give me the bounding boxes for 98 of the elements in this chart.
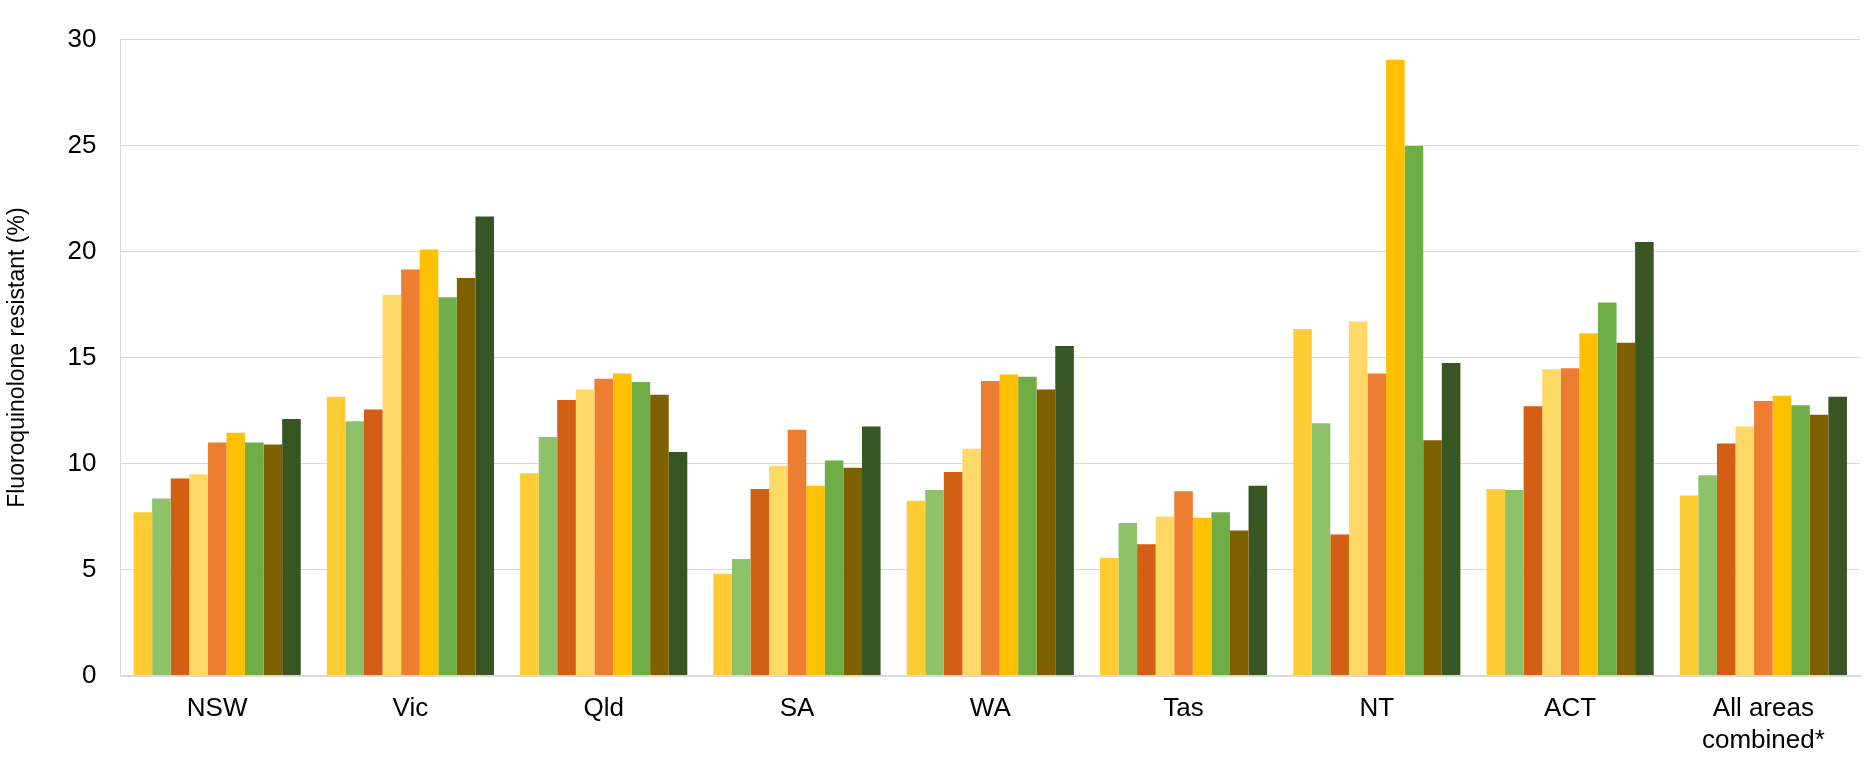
bar (326, 396, 346, 676)
bar (613, 373, 632, 676)
bar (382, 295, 402, 676)
bar (1099, 557, 1119, 676)
x-tick-label: WA (969, 692, 1012, 723)
bar (1754, 401, 1773, 676)
bar (345, 421, 364, 676)
bar (1441, 362, 1461, 676)
bar (363, 409, 383, 676)
bar (1505, 490, 1524, 676)
bar (152, 498, 171, 676)
bar (1330, 534, 1349, 676)
bar (263, 444, 283, 676)
bar (713, 573, 732, 676)
bar (1192, 517, 1212, 676)
bar (594, 378, 613, 676)
bar (1118, 522, 1138, 676)
x-tick-label: All areas combined* (1701, 692, 1825, 754)
bar (1486, 489, 1506, 676)
bar (1386, 59, 1405, 676)
bar (575, 389, 595, 676)
bar (1055, 345, 1074, 676)
bar (1679, 495, 1699, 676)
bar (1229, 530, 1249, 676)
bar (1348, 321, 1368, 676)
bar (1311, 423, 1331, 676)
bar (806, 485, 825, 676)
bar (750, 489, 770, 676)
y-tick-label: 30 (67, 22, 97, 53)
x-tick-label: Vic (392, 692, 429, 723)
bar (189, 474, 208, 676)
y-axis-title: Fluoroquinolone resistant (%) (3, 207, 30, 508)
bar (1616, 342, 1636, 676)
bar (1174, 491, 1193, 676)
bar (1635, 242, 1654, 676)
bar (731, 559, 751, 676)
bar (226, 432, 246, 676)
bar (1597, 302, 1617, 676)
bar (1579, 333, 1598, 676)
bar (245, 442, 264, 676)
bar (787, 429, 807, 676)
bar (1155, 516, 1175, 676)
bar (925, 490, 944, 676)
y-tick-label: 5 (82, 552, 97, 583)
x-tick-label: Qld (583, 692, 624, 723)
x-tick-label: Tas (1163, 692, 1204, 723)
bar (1423, 440, 1442, 676)
bar (1404, 146, 1424, 676)
bar (475, 216, 495, 676)
bar (401, 269, 420, 676)
bar (1791, 405, 1810, 676)
bar (862, 426, 881, 676)
bar (1698, 475, 1717, 676)
y-tick-label: 10 (67, 446, 97, 477)
bar (999, 374, 1019, 676)
bar (1367, 373, 1387, 676)
bar (133, 512, 153, 676)
bar (1735, 426, 1755, 676)
bar (1716, 443, 1736, 676)
bar (520, 473, 539, 676)
bar (557, 400, 576, 676)
x-tick-label: SA (779, 692, 815, 723)
bar (1828, 396, 1847, 676)
bar (1137, 544, 1156, 676)
y-tick-label: 15 (67, 340, 97, 371)
bar (1036, 389, 1056, 676)
bar (1772, 395, 1792, 676)
bar (843, 467, 862, 676)
bar (207, 442, 227, 676)
bar (1211, 512, 1230, 676)
bar (943, 472, 963, 676)
bar (980, 380, 1000, 676)
bar (769, 465, 788, 676)
bar (170, 478, 190, 676)
bar (438, 297, 457, 676)
y-tick-label: 25 (67, 128, 97, 159)
x-tick-label: NT (1359, 692, 1395, 723)
bar (1293, 328, 1312, 676)
bar (1809, 414, 1829, 676)
bar (419, 249, 439, 676)
bar (1542, 369, 1561, 676)
bar (668, 451, 688, 676)
bar (282, 419, 301, 676)
y-tick-label: 20 (67, 234, 97, 265)
bar (1523, 406, 1543, 676)
x-tick-label: ACT (1544, 692, 1597, 723)
bar (962, 448, 981, 676)
bar (1248, 485, 1268, 676)
bar (456, 278, 476, 676)
bar (1018, 376, 1037, 676)
bar (538, 437, 558, 676)
y-tick-label: 0 (82, 658, 97, 689)
x-tick-label: NSW (186, 692, 248, 723)
bar (650, 394, 669, 676)
bar (631, 381, 651, 676)
bar (1560, 368, 1580, 676)
bar (906, 500, 926, 676)
bar (824, 460, 844, 676)
